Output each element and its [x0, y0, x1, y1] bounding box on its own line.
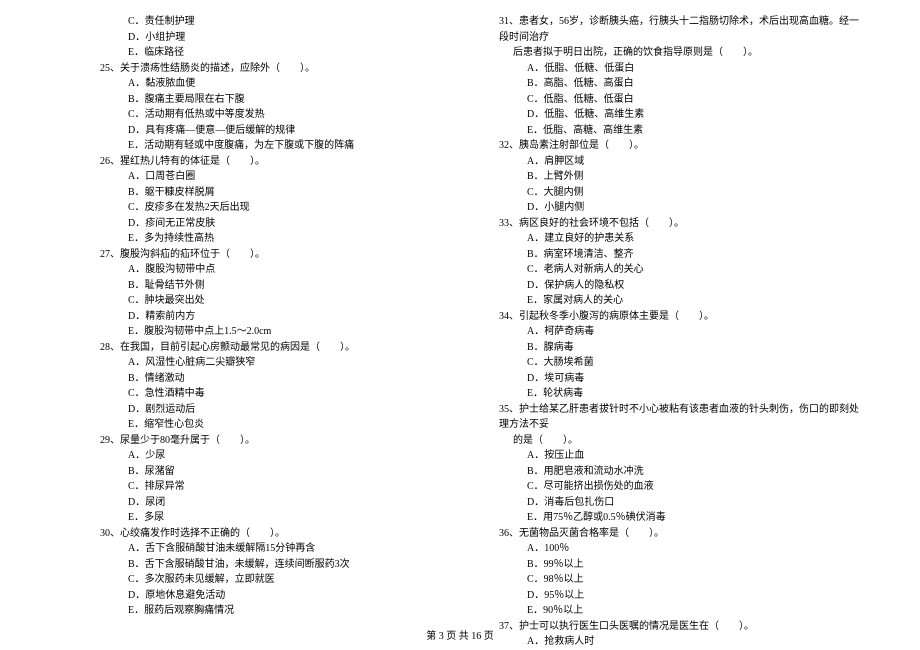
- answer-option: B．上臂外侧: [527, 169, 860, 185]
- answer-option: D．低脂、低糖、高维生素: [527, 107, 860, 123]
- question-stem: 26、猩红热儿特有的体征是（ ）。: [100, 154, 461, 170]
- answer-option: E．低脂、高糖、高维生素: [527, 123, 860, 139]
- answer-option: C．皮疹多在发热2天后出现: [128, 200, 461, 216]
- question-stem: 33、病区良好的社会环境不包括（ ）。: [499, 216, 860, 232]
- answer-option: A．风湿性心脏病二尖瓣狭窄: [128, 355, 461, 371]
- question-stem: 32、胰岛素注射部位是（ ）。: [499, 138, 860, 154]
- answer-option: B．躯干糠皮样脱屑: [128, 185, 461, 201]
- answer-option: B．腺病毒: [527, 340, 860, 356]
- two-column-layout: C．责任制护理D．小组护理E．临床路径25、关于溃疡性结肠炎的描述，应除外（ ）…: [100, 14, 860, 614]
- answer-option: A．建立良好的护患关系: [527, 231, 860, 247]
- answer-option: D．消毒后包扎伤口: [527, 495, 860, 511]
- answer-option: D．具有疼痛—便意—便后缓解的规律: [128, 123, 461, 139]
- answer-option: D．保护病人的隐私权: [527, 278, 860, 294]
- question-stem: 29、尿量少于80毫升属于（ ）。: [100, 433, 461, 449]
- answer-option: D．疹间无正常皮肤: [128, 216, 461, 232]
- question-stem: 34、引起秋冬季小腹泻的病原体主要是（ ）。: [499, 309, 860, 325]
- answer-option: C．多次服药未见缓解，立即就医: [128, 572, 461, 588]
- answer-option: C．尽可能挤出损伤处的血液: [527, 479, 860, 495]
- answer-option: A．口周苍白圈: [128, 169, 461, 185]
- answer-option: E．家属对病人的关心: [527, 293, 860, 309]
- answer-option: A．肩胛区域: [527, 154, 860, 170]
- right-column: 31、患者女，56岁，诊断胰头癌，行胰头十二指肠切除术，术后出现高血糖。经一段时…: [499, 14, 860, 614]
- question-stem: 36、无菌物品灭菌合格率是（ ）。: [499, 526, 860, 542]
- answer-option: E．缩窄性心包炎: [128, 417, 461, 433]
- answer-option: E．服药后观察胸痛情况: [128, 603, 461, 619]
- answer-option: B．舌下含服硝酸甘油，未缓解，连续间断服药3次: [128, 557, 461, 573]
- answer-option: D．埃可病毒: [527, 371, 860, 387]
- answer-option: E．90％以上: [527, 603, 860, 619]
- answer-option: B．耻骨结节外侧: [128, 278, 461, 294]
- answer-option: B．99％以上: [527, 557, 860, 573]
- page-footer: 第 3 页 共 16 页: [0, 629, 920, 645]
- answer-option: A．按压止血: [527, 448, 860, 464]
- question-stem: 27、腹股沟斜疝的疝环位于（ ）。: [100, 247, 461, 263]
- answer-option: E．用75％乙醇或0.5％碘伏消毒: [527, 510, 860, 526]
- answer-option: D．原地休息避免活动: [128, 588, 461, 604]
- answer-option: A．黏液脓血便: [128, 76, 461, 92]
- answer-option: D．尿闭: [128, 495, 461, 511]
- answer-option: A．舌下含服硝酸甘油未缓解隔15分钟再含: [128, 541, 461, 557]
- answer-option: E．多尿: [128, 510, 461, 526]
- answer-option: C．排尿异常: [128, 479, 461, 495]
- answer-option: E．轮状病毒: [527, 386, 860, 402]
- answer-option: C．肿块最突出处: [128, 293, 461, 309]
- answer-option: A．100％: [527, 541, 860, 557]
- left-column: C．责任制护理D．小组护理E．临床路径25、关于溃疡性结肠炎的描述，应除外（ ）…: [100, 14, 461, 614]
- question-continuation: 后患者拟于明日出院，正确的饮食指导原则是（ ）。: [513, 45, 860, 61]
- answer-option: B．用肥皂液和流动水冲洗: [527, 464, 860, 480]
- answer-option: C．低脂、低糖、低蛋白: [527, 92, 860, 108]
- answer-option: C．大肠埃希菌: [527, 355, 860, 371]
- question-stem: 25、关于溃疡性结肠炎的描述，应除外（ ）。: [100, 61, 461, 77]
- answer-option: A．柯萨奇病毒: [527, 324, 860, 340]
- answer-option: D．剧烈运动后: [128, 402, 461, 418]
- answer-option: C．老病人对新病人的关心: [527, 262, 860, 278]
- answer-option: B．高脂、低糖、高蛋白: [527, 76, 860, 92]
- answer-option: C．98％以上: [527, 572, 860, 588]
- question-stem: 28、在我国，目前引起心房颤动最常见的病因是（ ）。: [100, 340, 461, 356]
- answer-option: E．临床路径: [128, 45, 461, 61]
- answer-option: C．大腿内侧: [527, 185, 860, 201]
- question-stem: 31、患者女，56岁，诊断胰头癌，行胰头十二指肠切除术，术后出现高血糖。经一段时…: [499, 14, 860, 45]
- answer-option: A．腹股沟韧带中点: [128, 262, 461, 278]
- answer-option: D．小腿内侧: [527, 200, 860, 216]
- answer-option: B．病室环境清洁、整齐: [527, 247, 860, 263]
- question-stem: 30、心绞痛发作时选择不正确的（ ）。: [100, 526, 461, 542]
- answer-option: C．责任制护理: [128, 14, 461, 30]
- answer-option: E．多为持续性高热: [128, 231, 461, 247]
- answer-option: C．活动期有低热或中等度发热: [128, 107, 461, 123]
- question-continuation: 的是（ ）。: [513, 433, 860, 449]
- answer-option: B．腹痛主要局限在右下腹: [128, 92, 461, 108]
- answer-option: A．少尿: [128, 448, 461, 464]
- answer-option: D．精索前内方: [128, 309, 461, 325]
- answer-option: B．情绪激动: [128, 371, 461, 387]
- question-stem: 35、护士给某乙肝患者拔针时不小心被粘有该患者血液的针头刺伤，伤口的即刻处理方法…: [499, 402, 860, 433]
- answer-option: D．小组护理: [128, 30, 461, 46]
- answer-option: E．活动期有轻或中度腹痛，为左下腹或下腹的阵痛: [128, 138, 461, 154]
- answer-option: C．急性酒精中毒: [128, 386, 461, 402]
- answer-option: B．尿潴留: [128, 464, 461, 480]
- answer-option: D．95％以上: [527, 588, 860, 604]
- answer-option: A．低脂、低糖、低蛋白: [527, 61, 860, 77]
- answer-option: E．腹股沟韧带中点上1.5～2.0cm: [128, 324, 461, 340]
